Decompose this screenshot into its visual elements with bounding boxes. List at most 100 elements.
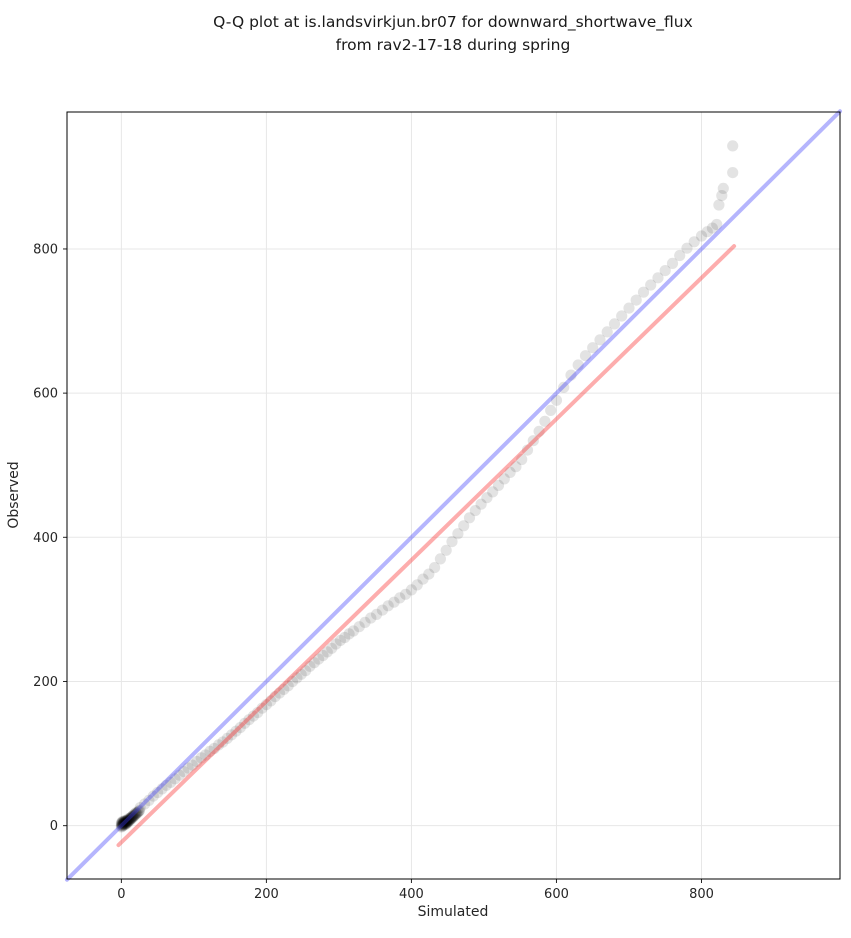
data-point (601, 326, 613, 338)
data-point (221, 732, 233, 745)
data-point (278, 683, 290, 696)
data-point (516, 453, 528, 466)
data-point (118, 817, 130, 829)
data-point (156, 783, 168, 795)
data-point (128, 810, 140, 822)
data-point (594, 334, 606, 346)
data-point (652, 272, 664, 284)
data-point (252, 706, 264, 719)
data-point (295, 668, 307, 680)
data-point (119, 817, 131, 830)
data-point (117, 817, 129, 829)
data-point (273, 687, 286, 699)
scatter-points (115, 140, 739, 833)
data-point (120, 817, 133, 830)
data-point (286, 675, 299, 688)
data-point (119, 816, 131, 828)
data-point (234, 722, 246, 734)
data-point (120, 815, 132, 827)
data-point (165, 776, 177, 789)
data-point (217, 736, 229, 748)
data-point (122, 815, 134, 827)
data-point (545, 404, 557, 416)
data-point (492, 479, 505, 491)
data-point (469, 505, 481, 517)
data-point (423, 568, 435, 580)
data-point (487, 486, 499, 498)
data-point (122, 816, 134, 828)
data-point (182, 762, 194, 774)
data-point (134, 802, 146, 814)
data-point (498, 473, 510, 485)
data-point (118, 819, 130, 831)
data-point (130, 808, 142, 820)
data-point (695, 230, 708, 242)
fit-line (116, 244, 737, 848)
data-point (116, 817, 128, 830)
x-tick-label: 0 (117, 887, 125, 902)
data-point (116, 816, 128, 828)
data-point (123, 813, 135, 825)
data-point (717, 182, 729, 194)
data-point (326, 642, 338, 654)
data-point (199, 749, 212, 761)
data-point (186, 759, 198, 771)
data-point (300, 665, 312, 677)
data-point (608, 318, 621, 330)
data-point (317, 649, 329, 662)
data-point (127, 810, 139, 822)
data-point (120, 817, 132, 829)
data-point (152, 786, 164, 799)
data-point (120, 818, 132, 830)
x-tick-label: 800 (689, 887, 714, 902)
x-tick-label: 600 (544, 887, 569, 902)
data-point (123, 814, 135, 826)
data-point (191, 755, 203, 768)
data-point (659, 265, 671, 277)
axis-ticks: 0 200 400 600 800 0 200 400 600 800 (33, 242, 714, 902)
data-point (124, 814, 136, 826)
data-point (133, 804, 146, 817)
data-point (226, 729, 238, 741)
data-point (133, 805, 145, 817)
data-point (115, 821, 127, 833)
data-point (616, 310, 628, 322)
data-point (260, 699, 272, 711)
data-point (195, 752, 207, 764)
data-point (558, 381, 570, 393)
data-point (125, 812, 137, 824)
data-point (121, 814, 133, 826)
data-point (637, 286, 650, 298)
data-point (321, 646, 333, 658)
data-point (120, 815, 133, 827)
identity-line (65, 109, 842, 882)
data-point (115, 818, 127, 830)
data-point (121, 817, 133, 829)
data-point (382, 600, 394, 612)
data-point (282, 680, 294, 692)
data-point (132, 806, 144, 818)
data-point (131, 807, 143, 820)
y-tick-label: 400 (33, 531, 58, 546)
data-point (123, 812, 135, 825)
data-point (713, 199, 725, 211)
reference-lines (65, 109, 842, 882)
data-point (127, 811, 139, 823)
data-point (405, 584, 417, 596)
gridlines (67, 112, 840, 879)
data-point (353, 621, 365, 633)
data-point (120, 816, 133, 828)
data-point (308, 657, 320, 669)
data-point (130, 807, 142, 819)
data-point (143, 794, 155, 807)
data-point (147, 790, 159, 802)
data-point (117, 820, 129, 832)
data-point (126, 810, 138, 822)
data-point (313, 653, 325, 665)
data-point (343, 628, 355, 640)
data-point (243, 714, 255, 726)
data-point (347, 625, 359, 637)
x-axis-label: Simulated (418, 904, 489, 920)
data-point (125, 813, 137, 825)
